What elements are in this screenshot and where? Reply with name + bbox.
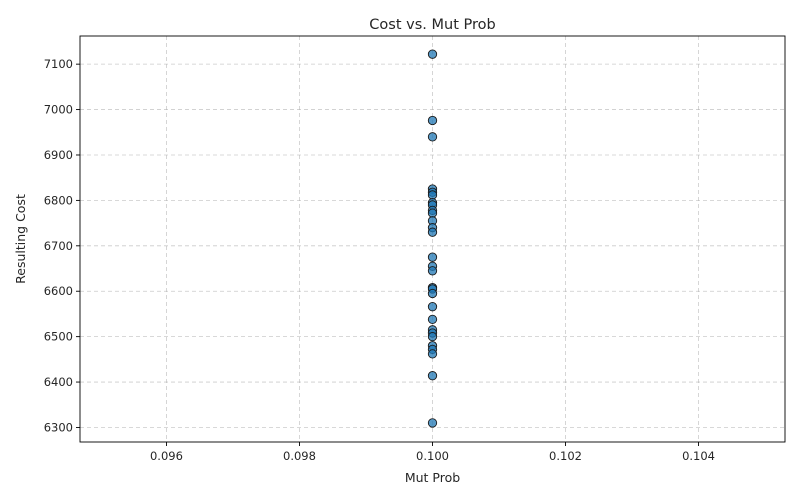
x-tick-label: 0.100 [416,449,449,463]
y-tick-label: 6900 [44,148,73,162]
y-tick-label: 6600 [44,284,73,298]
scatter-point [427,190,438,200]
x-tick-label: 0.096 [150,449,183,463]
scatter-point [427,252,438,262]
data-points [427,49,438,428]
y-tick-label: 6400 [44,375,73,389]
x-tick-label: 0.098 [283,449,316,463]
scatter-point [427,349,438,359]
y-tick-label: 6800 [44,193,73,207]
x-axis-label: Mut Prob [405,470,460,485]
scatter-point [427,115,438,126]
y-tick-label: 6500 [44,330,73,344]
y-tick-label: 7000 [44,103,73,117]
y-axis-label: Resulting Cost [13,194,28,284]
scatter-point [427,288,438,299]
y-tick-label: 7100 [44,57,73,71]
scatter-point [427,331,438,342]
scatter-point [427,208,438,218]
y-tick-label: 6300 [44,420,73,434]
scatter-point [427,371,438,381]
axis-ticks: 0.096 0.098 0.100 0.102 0.104 6300 6400 6500 660… [44,57,715,463]
x-tick-label: 0.102 [549,449,582,463]
scatter-point [427,314,438,325]
x-tick-label: 0.104 [682,449,715,463]
scatter-point [427,266,438,276]
scatter-point [427,418,438,428]
scatter-point [427,132,438,142]
scatter-point [427,302,438,312]
y-tick-label: 6700 [44,239,73,253]
chart-title: Cost vs. Mut Prob [369,17,495,33]
scatter-point [427,227,438,237]
scatter-point [427,49,438,59]
